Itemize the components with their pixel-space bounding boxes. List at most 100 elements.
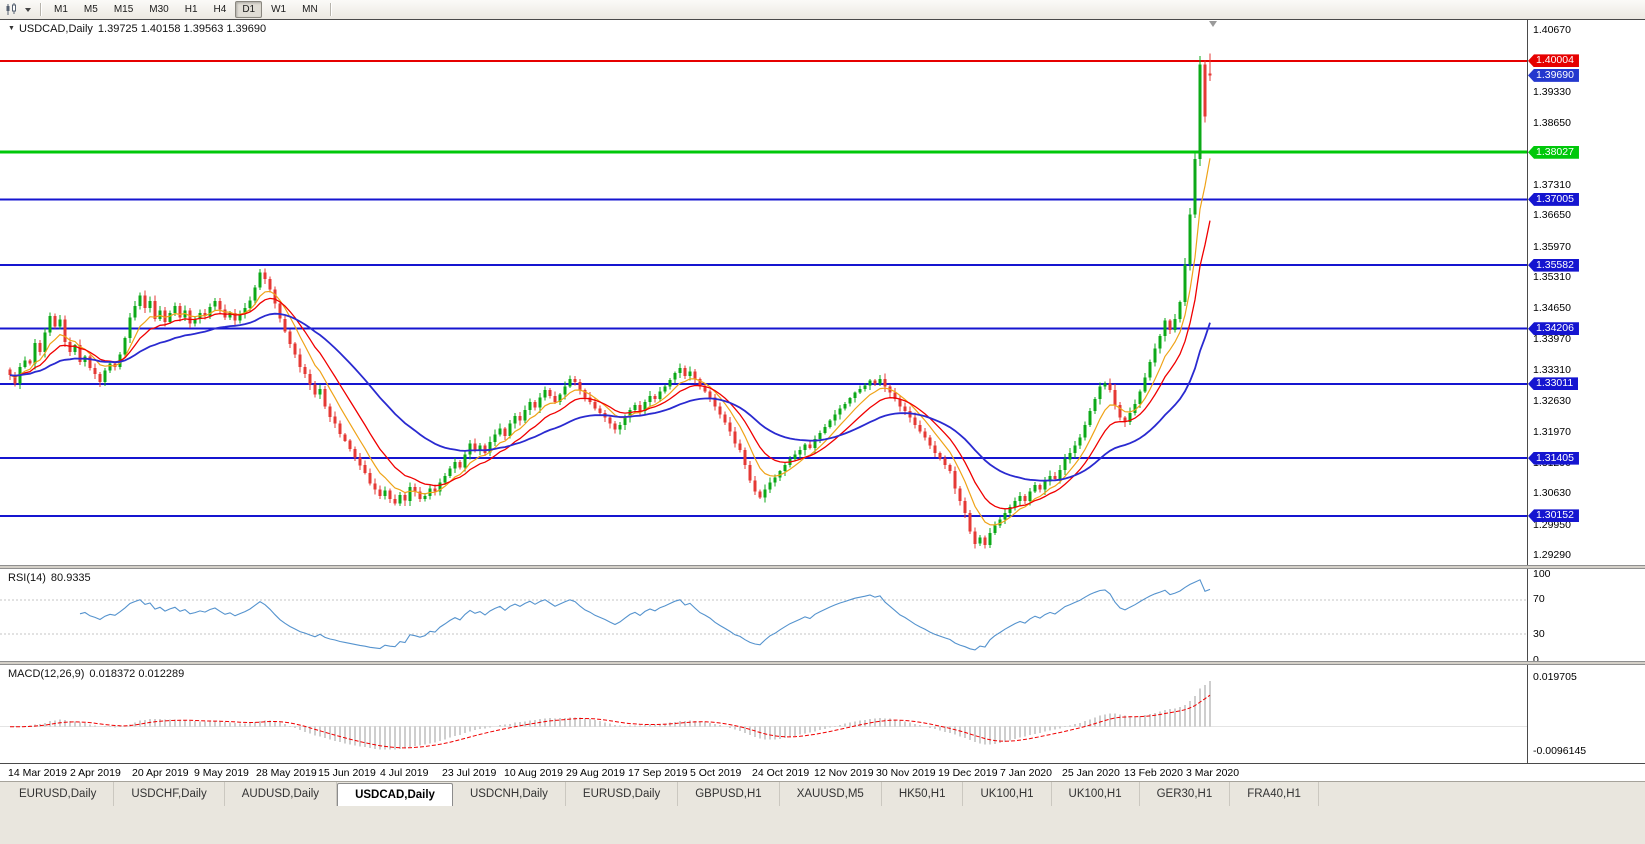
date-label: 30 Nov 2019 xyxy=(876,767,936,779)
timeframe-button-w1[interactable]: W1 xyxy=(271,4,287,15)
chart-tab[interactable]: EURUSD,Daily xyxy=(2,782,115,806)
date-label: 28 May 2019 xyxy=(256,767,317,779)
price-tick: 1.37310 xyxy=(1533,178,1571,191)
chart-tab[interactable]: EURUSD,Daily xyxy=(566,782,679,806)
level-price-label: 1.33011 xyxy=(1528,377,1579,391)
timeframe-button-h4[interactable]: H4 xyxy=(213,4,227,15)
price-tick: 1.29290 xyxy=(1533,549,1571,562)
panel-splitter[interactable] xyxy=(0,565,1645,569)
price-tick: 1.40670 xyxy=(1533,23,1571,36)
timeframe-buttons: M1 M5 M15 M30 H1 H4 D1 W1 MN xyxy=(47,1,325,18)
price-tick: 1.36650 xyxy=(1533,209,1571,222)
chart-type-dropdown-icon[interactable] xyxy=(25,7,31,12)
date-label: 2 Apr 2019 xyxy=(70,767,121,779)
candlestick-chart-icon[interactable] xyxy=(4,3,19,16)
chart-tab[interactable]: USDCNH,Daily xyxy=(453,782,566,806)
ohlc-values: 1.39725 1.40158 1.39563 1.39690 xyxy=(97,23,267,35)
timeframe-button-m15[interactable]: M15 xyxy=(113,4,134,15)
price-tick: 1.33310 xyxy=(1533,363,1571,376)
macd-axis[interactable]: 0.019705 -0.0096145 xyxy=(1528,665,1645,763)
level-price-label: 1.31405 xyxy=(1528,451,1579,465)
chart-tab[interactable]: GBPUSD,H1 xyxy=(678,782,780,806)
price-tick: 1.31970 xyxy=(1533,425,1571,438)
macd-name: MACD(12,26,9) xyxy=(8,668,85,680)
timeframe-toolbar: M1 M5 M15 M30 H1 H4 D1 W1 MN xyxy=(0,0,1645,19)
date-label: 4 Jul 2019 xyxy=(380,767,429,779)
macd-tick: -0.0096145 xyxy=(1533,744,1587,757)
rsi-tick: 30 xyxy=(1533,627,1545,640)
price-tick: 1.35310 xyxy=(1533,271,1571,284)
date-label: 10 Aug 2019 xyxy=(504,767,563,779)
date-label: 3 Mar 2020 xyxy=(1186,767,1240,779)
axis-divider xyxy=(1527,19,1528,763)
level-price-label: 1.38027 xyxy=(1528,145,1579,159)
chart-tab[interactable]: AUDUSD,Daily xyxy=(225,782,338,806)
timeframe-button-m1[interactable]: M1 xyxy=(54,4,68,15)
toolbar-separator xyxy=(40,3,42,16)
date-label: 29 Aug 2019 xyxy=(566,767,625,779)
bid-price-label: 1.39690 xyxy=(1528,68,1579,82)
main-price-chart[interactable] xyxy=(0,19,1527,565)
price-tick: 1.34650 xyxy=(1533,301,1571,314)
date-label: 13 Feb 2020 xyxy=(1124,767,1183,779)
rsi-value: 80.9335 xyxy=(50,572,91,584)
timeframe-button-h1[interactable]: H1 xyxy=(184,4,198,15)
level-price-label: 1.34206 xyxy=(1528,322,1579,336)
rsi-tick: 0 xyxy=(1533,653,1539,662)
chart-tab[interactable]: GER30,H1 xyxy=(1140,782,1231,806)
price-axis[interactable]: 1.40670 1.39330 1.38650 1.37310 1.36650 1.359… xyxy=(1528,19,1645,565)
chart-tab[interactable]: USDCAD,Daily xyxy=(337,783,453,806)
rsi-name: RSI(14) xyxy=(8,572,46,584)
timeframe-button-mn[interactable]: MN xyxy=(302,4,318,15)
date-label: 15 Jun 2019 xyxy=(318,767,376,779)
timeframe-button-m5[interactable]: M5 xyxy=(83,4,98,15)
price-tick: 1.35970 xyxy=(1533,240,1571,253)
date-label: 23 Jul 2019 xyxy=(442,767,497,779)
rsi-tick: 70 xyxy=(1533,593,1545,606)
rsi-tick: 100 xyxy=(1533,569,1551,580)
date-label: 5 Oct 2019 xyxy=(690,767,742,779)
macd-values: 0.018372 0.012289 xyxy=(89,668,185,680)
date-label: 7 Jan 2020 xyxy=(1000,767,1052,779)
level-price-label: 1.35582 xyxy=(1528,258,1579,272)
chart-tab[interactable]: USDCHF,Daily xyxy=(114,782,225,806)
macd-label: MACD(12,26,9) 0.018372 0.012289 xyxy=(8,668,184,680)
price-tick: 1.38650 xyxy=(1533,116,1571,129)
level-price-label: 1.37005 xyxy=(1528,192,1579,206)
price-tick: 1.33970 xyxy=(1533,333,1571,346)
date-label: 19 Dec 2019 xyxy=(938,767,998,779)
chart-tab[interactable]: UK100,H1 xyxy=(1052,782,1140,806)
toolbar-separator xyxy=(329,3,332,16)
timeframe-button-d1[interactable]: D1 xyxy=(235,1,263,18)
date-label: 17 Sep 2019 xyxy=(628,767,688,779)
rsi-label: RSI(14) 80.9335 xyxy=(8,572,91,584)
chart-title: ▼ USDCAD,Daily 1.39725 1.40158 1.39563 1.3… xyxy=(8,23,266,35)
date-label: 25 Jan 2020 xyxy=(1062,767,1120,779)
chart-tab[interactable]: XAUUSD,M5 xyxy=(780,782,882,806)
status-area xyxy=(0,806,1645,844)
level-price-label: 1.30152 xyxy=(1528,509,1579,523)
price-tick: 1.39330 xyxy=(1533,85,1571,98)
panel-splitter[interactable] xyxy=(0,661,1645,665)
symbol-period-label: USDCAD,Daily xyxy=(18,23,93,35)
rsi-axis[interactable]: 100 70 30 0 xyxy=(1528,569,1645,661)
shift-marker-icon[interactable] xyxy=(1209,21,1217,27)
chart-tabs-bar: EURUSD,Daily USDCHF,Daily AUDUSD,Daily USDC… xyxy=(0,781,1645,806)
macd-tick: 0.019705 xyxy=(1533,670,1577,683)
macd-indicator-panel[interactable] xyxy=(0,665,1527,763)
price-tick: 1.32630 xyxy=(1533,395,1571,407)
date-label: 24 Oct 2019 xyxy=(752,767,810,779)
chart-tab[interactable]: FRA40,H1 xyxy=(1230,782,1319,806)
time-axis[interactable]: 14 Mar 2019 2 Apr 2019 20 Apr 2019 9 May 20… xyxy=(0,763,1645,781)
date-label: 9 May 2019 xyxy=(194,767,249,779)
date-label: 20 Apr 2019 xyxy=(132,767,189,779)
collapse-caret-icon[interactable]: ▼ xyxy=(8,25,15,32)
chart-tab[interactable]: UK100,H1 xyxy=(963,782,1052,806)
date-label: 14 Mar 2019 xyxy=(8,767,67,779)
timeframe-button-m30[interactable]: M30 xyxy=(149,4,169,15)
rsi-indicator-panel[interactable] xyxy=(0,569,1527,661)
chart-tab[interactable]: HK50,H1 xyxy=(882,782,964,806)
date-label: 12 Nov 2019 xyxy=(814,767,874,779)
chart-frame-top xyxy=(0,19,1645,20)
